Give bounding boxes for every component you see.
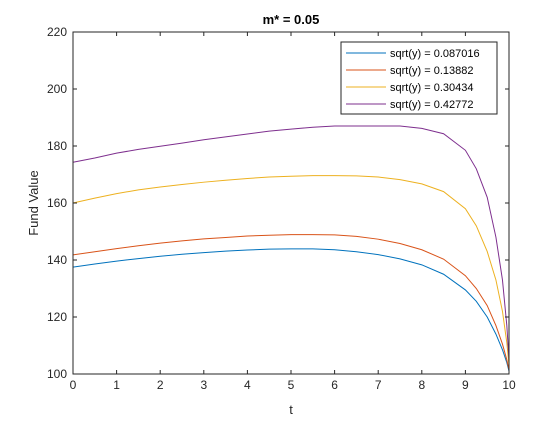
y-tick-label: 100 [47, 367, 67, 381]
chart-title: m* = 0.05 [263, 12, 320, 27]
x-tick-label: 9 [462, 378, 469, 392]
y-tick-label: 140 [47, 253, 67, 267]
y-tick-label: 200 [47, 82, 67, 96]
y-axis-title: Fund Value [26, 170, 41, 236]
x-tick-label: 1 [113, 378, 120, 392]
legend: sqrt(y) = 0.087016 sqrt(y) = 0.13882 sqrt(… [340, 41, 498, 115]
x-tick-label: 6 [331, 378, 338, 392]
legend-label-3: sqrt(y) = 0.30434 [390, 82, 473, 94]
series-layer [72, 125, 510, 372]
series-line-3 [72, 175, 510, 366]
series-line-1 [72, 248, 510, 372]
x-tick-label: 2 [157, 378, 164, 392]
x-tick-label: 10 [502, 378, 516, 392]
legend-box [340, 41, 498, 115]
x-tick-label: 5 [288, 378, 295, 392]
series-line-2 [72, 234, 510, 370]
y-tick-label: 120 [47, 310, 67, 324]
x-axis-title: t [289, 402, 293, 417]
y-tick-label: 220 [47, 25, 67, 39]
series-line-4 [72, 125, 510, 360]
x-tick-label: 3 [200, 378, 207, 392]
x-tick-label: 4 [244, 378, 251, 392]
ticks: 0 1 2 3 4 5 6 7 8 9 10 100 120 140 160 180 200 220 [47, 25, 516, 392]
legend-items: sqrt(y) = 0.087016 sqrt(y) = 0.13882 sqrt(… [346, 48, 480, 111]
x-tick-label: 8 [418, 378, 425, 392]
y-tick-label: 160 [47, 196, 67, 210]
legend-label-2: sqrt(y) = 0.13882 [390, 65, 473, 77]
x-tick-label: 0 [70, 378, 77, 392]
legend-label-4: sqrt(y) = 0.42772 [390, 99, 473, 111]
legend-label-1: sqrt(y) = 0.087016 [390, 48, 480, 60]
x-tick-label: 7 [375, 378, 382, 392]
y-tick-label: 180 [47, 139, 67, 153]
